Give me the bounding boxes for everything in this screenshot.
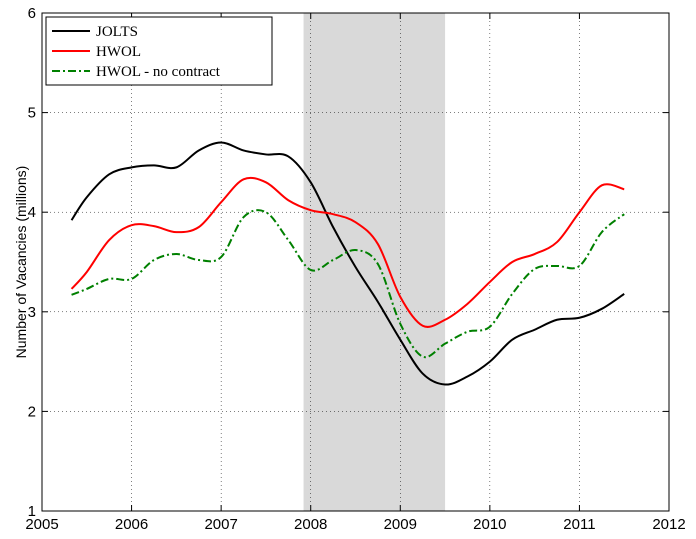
series-line <box>70 176 625 328</box>
y-tick-label: 4 <box>28 204 36 221</box>
plot-frame <box>41 12 670 512</box>
x-tick-label: 2008 <box>294 516 327 533</box>
y-axis-label: Number of Vacancies (millions) <box>13 166 29 359</box>
y-tick-label: 5 <box>28 105 36 122</box>
series-line <box>70 141 625 386</box>
shaded-region <box>303 13 446 511</box>
series-line <box>71 209 625 359</box>
x-tick-label: 2005 <box>25 516 58 533</box>
legend-label: HWOL - no contract <box>96 64 221 80</box>
y-tick-label: 6 <box>28 5 36 22</box>
legend-label: HWOL <box>96 44 141 60</box>
y-tick-label: 3 <box>28 304 36 321</box>
x-tick-label: 2006 <box>115 516 148 533</box>
y-tick-label: 1 <box>28 503 36 520</box>
x-tick-label: 2010 <box>473 516 506 533</box>
x-tick-label: 2012 <box>652 516 685 533</box>
x-tick-label: 2007 <box>204 516 237 533</box>
legend-label: JOLTS <box>96 24 138 40</box>
x-tick-label: 2011 <box>563 516 595 533</box>
y-tick-label: 2 <box>28 403 36 420</box>
x-tick-label: 2009 <box>384 516 417 533</box>
legend: JOLTS HWOL HWOL - no contract <box>45 16 273 86</box>
